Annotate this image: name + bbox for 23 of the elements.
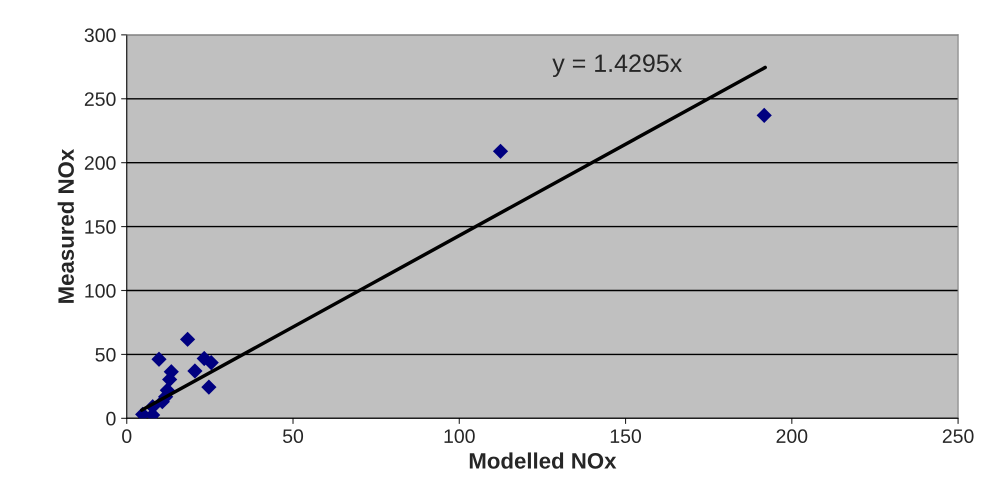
y-tick-label: 300 [84,28,116,42]
x-tick-label: 50 [282,429,304,444]
point [204,354,219,370]
y-tick-label: 0 [106,412,116,426]
y-tick-label: 200 [84,156,116,170]
point [151,352,167,367]
x-tick-label: 250 [942,429,974,444]
x-tick-label: 0 [122,429,132,444]
x-tick-label: 100 [444,429,475,444]
x-axis-title: Modelled NOx [470,452,616,469]
point [180,332,196,347]
y-axis-title: Measured NOx [58,148,74,303]
point [756,108,772,123]
point [492,144,508,159]
x-tick-label: 200 [776,429,808,444]
y-tick-label: 100 [85,284,116,298]
y-tick-label: 250 [84,92,116,106]
point [187,363,203,379]
y-tick-label: 150 [85,220,116,234]
annotation: y = 1.4295x [552,54,682,78]
point [201,380,216,395]
y-tick-label: 50 [95,348,116,362]
x-tick-label: 150 [610,429,642,444]
